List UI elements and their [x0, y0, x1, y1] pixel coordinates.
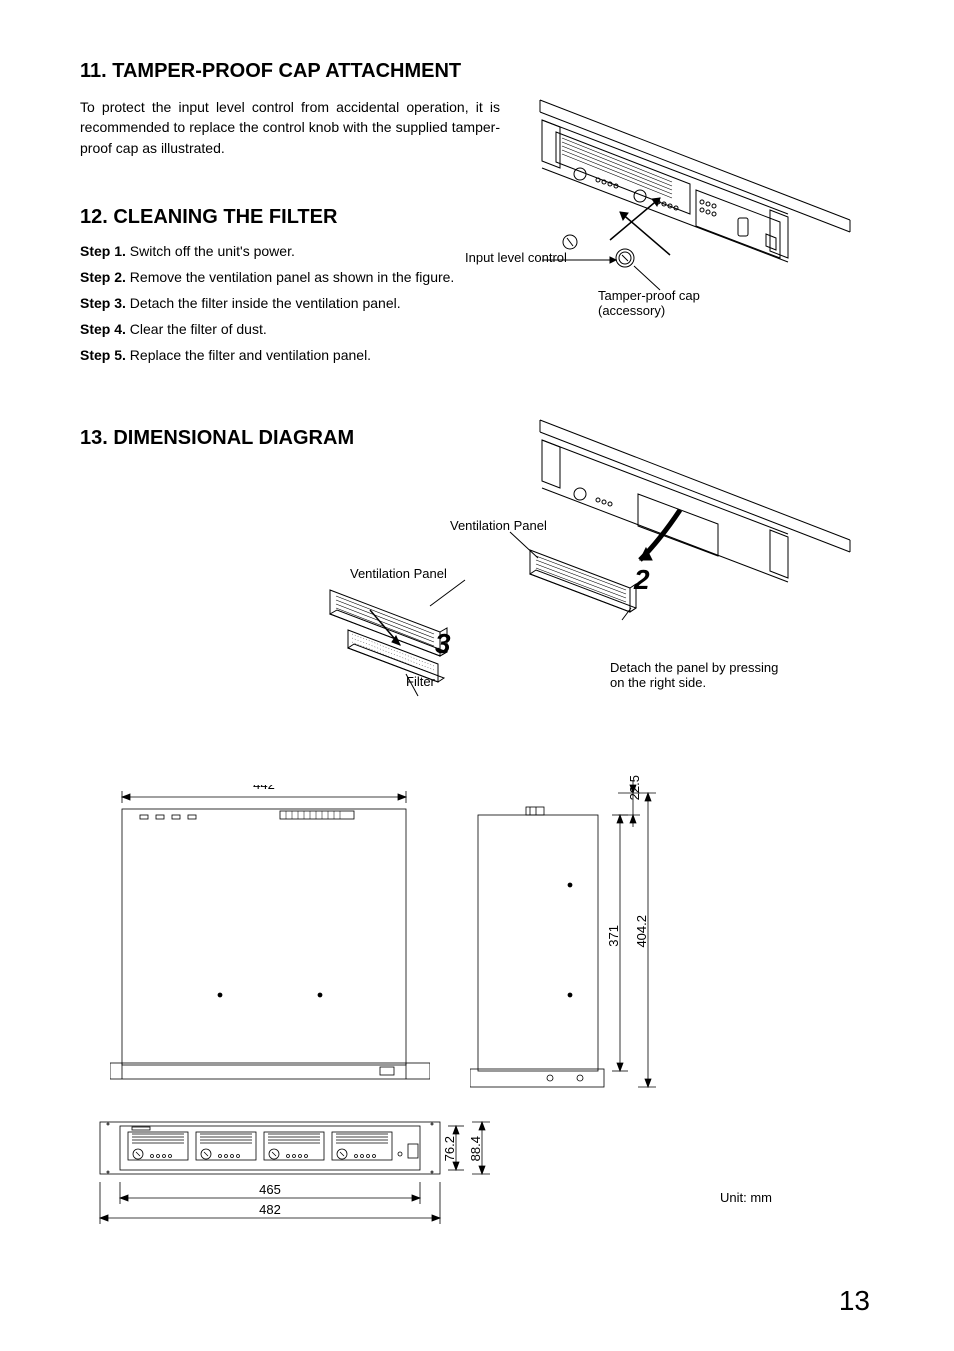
step5-text: Replace the filter and ventilation panel…: [130, 347, 371, 363]
step2-text: Remove the ventilation panel as shown in…: [130, 269, 455, 285]
dim-side-inner: 371: [606, 925, 621, 947]
step-number-2: 2: [634, 564, 650, 596]
label-detach-2: on the right side.: [610, 675, 706, 690]
step5-label: Step 5.: [80, 347, 126, 363]
label-tamper-cap: Tamper-proof cap: [598, 288, 700, 303]
label-filter: Filter: [406, 674, 435, 689]
step-number-3: 3: [435, 628, 451, 660]
label-vent-panel-2: Ventilation Panel: [350, 566, 447, 581]
label-input-level: Input level control: [465, 250, 567, 265]
dim-side-top: 22.5: [627, 775, 642, 800]
figure-filter-detail: Ventilation Panel 3 Filter: [310, 550, 510, 710]
dim-front-482: 482: [259, 1202, 281, 1217]
dim-front-76: 76.2: [442, 1136, 457, 1161]
figure-cleaning-main: Ventilation Panel 2 Detach the panel by …: [470, 410, 890, 640]
step1-text: Switch off the unit's power.: [130, 243, 295, 259]
unit-label: Unit: mm: [720, 1190, 772, 1205]
step4-text: Clear the filter of dust.: [130, 321, 267, 337]
dim-front-88: 88.4: [468, 1136, 483, 1161]
figure-side-view: 22.5 371 404.2: [470, 775, 700, 1095]
figure-tamper-cap: Input level control Tamper-proof cap (ac…: [470, 90, 890, 330]
step3-text: Detach the filter inside the ventilation…: [130, 295, 401, 311]
section11-body: To protect the input level control from …: [80, 97, 500, 158]
step4-label: Step 4.: [80, 321, 126, 337]
label-detach-1: Detach the panel by pressing: [610, 660, 778, 675]
figure-front-view: 465 482 76.2 88.4: [98, 1110, 518, 1240]
label-tamper-cap-accessory: (accessory): [598, 303, 665, 318]
page-number: 13: [839, 1285, 870, 1317]
dim-front-465: 465: [259, 1182, 281, 1197]
section11-title: 11. TAMPER-PROOF CAP ATTACHMENT: [80, 60, 874, 83]
figure-top-view: 442: [110, 785, 430, 1085]
step2-label: Step 2.: [80, 269, 126, 285]
step1-label: Step 1.: [80, 243, 126, 259]
step3-label: Step 3.: [80, 295, 126, 311]
dim-top-width: 442: [253, 785, 275, 792]
label-vent-panel-1: Ventilation Panel: [450, 518, 547, 533]
dim-side-outer: 404.2: [634, 915, 649, 948]
